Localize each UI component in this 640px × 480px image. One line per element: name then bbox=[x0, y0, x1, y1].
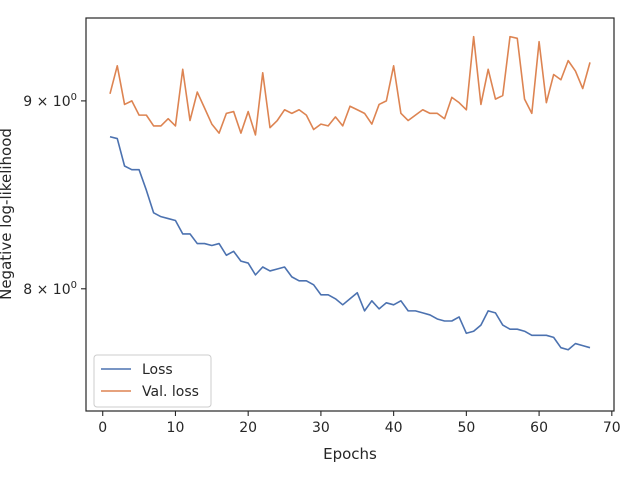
legend-label-val-loss: Val. loss bbox=[142, 384, 199, 400]
series-line-loss bbox=[109, 135, 591, 351]
y-tick-label: 8 × 100 bbox=[23, 280, 77, 298]
y-tick-label-exponent: 0 bbox=[71, 92, 77, 103]
x-tick-label: 30 bbox=[312, 420, 330, 436]
x-axis-ticks: 0 10 20 30 40 50 60 70 bbox=[98, 411, 621, 436]
y-tick-label-base: 8 × 10 bbox=[23, 282, 70, 298]
x-tick-label: 50 bbox=[457, 420, 475, 436]
x-tick-label: 0 bbox=[98, 420, 107, 436]
plot-area-frame bbox=[85, 17, 615, 412]
legend-label-loss: Loss bbox=[142, 362, 173, 378]
y-axis-label: Negative log-likelihood bbox=[0, 128, 15, 300]
y-tick-label: 9 × 100 bbox=[23, 92, 77, 110]
x-tick-label: 70 bbox=[603, 420, 621, 436]
y-tick-label-base: 9 × 10 bbox=[23, 94, 70, 110]
x-tick-label: 20 bbox=[239, 420, 257, 436]
x-axis-label: Epochs bbox=[323, 445, 377, 463]
series-line-val-loss bbox=[109, 35, 591, 136]
y-tick-label-exponent: 0 bbox=[71, 280, 77, 291]
x-tick-label: 10 bbox=[167, 420, 185, 436]
x-tick-label: 40 bbox=[385, 420, 403, 436]
legend: Loss Val. loss bbox=[93, 354, 212, 408]
x-tick-label: 60 bbox=[530, 420, 548, 436]
legend-frame bbox=[93, 354, 212, 408]
series-lines bbox=[109, 35, 591, 351]
